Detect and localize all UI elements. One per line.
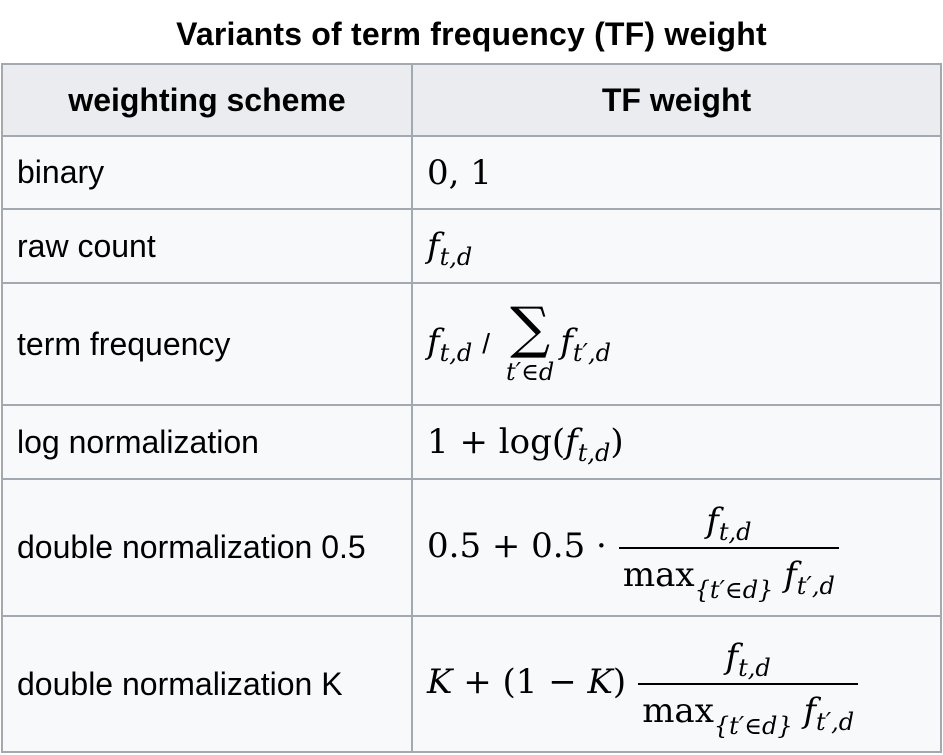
weight-cell: ft,d / ∑ t′∈d ft′,d	[411, 282, 942, 406]
table-caption: Variants of term frequency (TF) weight	[176, 16, 767, 52]
scheme-cell: term frequency	[1, 282, 413, 406]
table-row: log normalization 1 + log(ft,d)	[1, 404, 942, 480]
table-row: binary 0, 1	[1, 135, 942, 210]
table-row: term frequency ft,d / ∑ t′∈d ft′,d	[1, 282, 942, 406]
weight-cell: K + (1 − K) ft,d max{t′∈d} ft′,d	[411, 615, 942, 753]
weight-cell: 0.5 + 0.5 · ft,d max{t′∈d} ft′,d	[411, 478, 942, 617]
formula-raw-count: ft,d	[427, 226, 473, 271]
table-row: double normalization K K + (1 − K) ft,d ma…	[1, 615, 942, 753]
table-row: double normalization 0.5 0.5 + 0.5 · ft,d…	[1, 478, 942, 617]
formula-double-normalization-half: 0.5 + 0.5 · ft,d max{t′∈d} ft′,d	[427, 501, 839, 602]
scheme-cell: double normalization 0.5	[1, 478, 413, 617]
table-header-row: weighting scheme TF weight	[1, 63, 942, 137]
fraction: ft,d max{t′∈d} ft′,d	[638, 637, 859, 738]
weight-cell: 1 + log(ft,d)	[411, 404, 942, 480]
weight-cell: ft,d	[411, 208, 942, 284]
scheme-cell: raw count	[1, 208, 413, 284]
header-weighting-scheme: weighting scheme	[1, 63, 413, 137]
summation-operator: ∑ t′∈d	[506, 296, 555, 386]
formula-term-frequency: ft,d / ∑ t′∈d ft′,d	[427, 296, 611, 386]
formula-binary: 0, 1	[427, 152, 492, 193]
scheme-cell: binary	[1, 135, 413, 210]
scheme-cell: log normalization	[1, 404, 413, 480]
formula-log-normalization: 1 + log(ft,d)	[427, 422, 624, 467]
scheme-cell: double normalization K	[1, 615, 413, 753]
formula-double-normalization-k: K + (1 − K) ft,d max{t′∈d} ft′,d	[427, 637, 859, 738]
tf-weight-table: weighting scheme TF weight binary 0, 1 r…	[1, 63, 942, 753]
table-row: raw count ft,d	[1, 208, 942, 284]
header-tf-weight: TF weight	[411, 63, 942, 137]
fraction: ft,d max{t′∈d} ft′,d	[618, 501, 839, 602]
weight-cell: 0, 1	[411, 135, 942, 210]
